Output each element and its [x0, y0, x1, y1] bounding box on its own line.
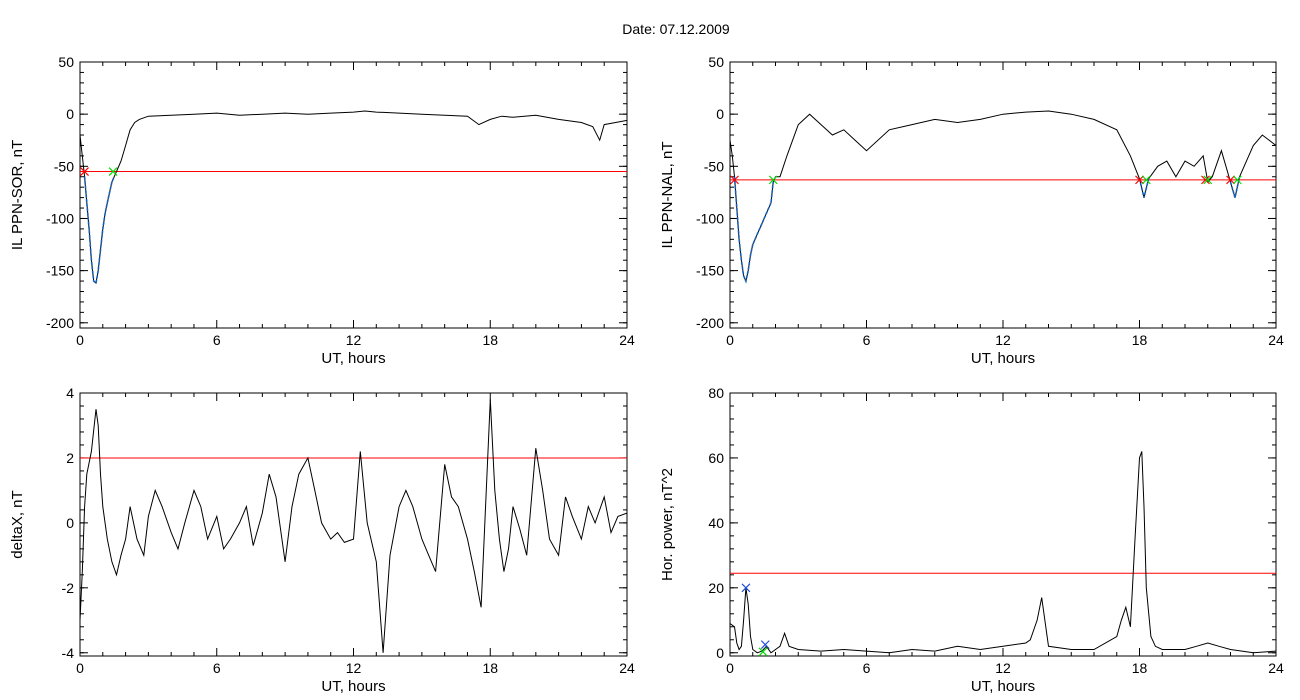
y-tick-label: -4	[62, 645, 75, 661]
x-tick-label: 24	[1268, 660, 1284, 676]
x-tick-label: 24	[619, 660, 635, 676]
x-tick-label: 12	[346, 660, 362, 676]
x-tick-label: 24	[619, 332, 635, 348]
plot-area	[730, 110, 1276, 284]
marker-stroke	[1226, 175, 1235, 185]
crossing-marker	[1135, 175, 1144, 185]
marker-stroke	[730, 175, 739, 185]
crossing-marker	[1203, 175, 1213, 185]
chart-panel-1: 0 6 12 18 24 50 0 -50 -100 -150 -200 UT, hours IL PP…	[9, 54, 635, 367]
x-tick-label: 6	[213, 332, 221, 348]
y-tick-label: -150	[696, 263, 724, 279]
y-tick-label: -100	[696, 210, 724, 226]
marker-stroke	[758, 647, 768, 657]
chart-panel-3: 0 6 12 18 24 4 2 0 -2 -4 UT, hours deltaX, nT	[9, 385, 635, 695]
x-axis-title: UT, hours	[321, 678, 385, 695]
y-tick-label: 0	[716, 106, 724, 122]
y-tick-label: -2	[62, 580, 75, 596]
x-tick-label: 6	[863, 660, 871, 676]
y-tick-label: 0	[716, 645, 724, 661]
y-tick-label: 4	[66, 385, 74, 401]
crossing-marker	[741, 583, 751, 593]
y-axis-title: Hor. power, nT^2	[659, 468, 676, 581]
y-axis-title: deltaX, nT	[9, 490, 26, 558]
marker-stroke	[1201, 175, 1210, 185]
y-tick-label: 0	[66, 106, 74, 122]
crossing-marker	[1141, 175, 1151, 185]
y-tick-label: 50	[708, 54, 724, 70]
marker-stroke	[741, 583, 751, 593]
series-line	[80, 110, 627, 285]
x-tick-label: 6	[213, 660, 221, 676]
x-tick-label: 12	[346, 332, 362, 348]
crossing-marker	[768, 175, 778, 185]
y-tick-label: 0	[66, 515, 74, 531]
crossing-marker	[80, 167, 89, 176]
x-tick-label: 18	[482, 332, 498, 348]
x-tick-label: 0	[726, 332, 734, 348]
plot-frame	[79, 392, 628, 657]
series-line	[730, 451, 1276, 654]
y-tick-label: -100	[46, 210, 74, 226]
plot-frame	[729, 392, 1277, 657]
series-line	[730, 110, 1276, 283]
crossing-marker	[760, 640, 770, 650]
crossing-marker	[758, 647, 768, 657]
y-tick-label: 20	[708, 580, 724, 596]
y-tick-label: 80	[708, 385, 724, 401]
x-tick-label: 0	[76, 332, 84, 348]
y-tick-label: -200	[46, 315, 74, 331]
marker-stroke	[1232, 175, 1242, 185]
y-tick-label: -150	[46, 263, 74, 279]
crossing-marker	[1201, 175, 1210, 185]
marker-stroke	[1135, 175, 1144, 185]
x-tick-label: 18	[1132, 332, 1148, 348]
y-tick-label: -50	[54, 158, 74, 174]
crossing-marker	[108, 167, 118, 176]
y-tick-label: -50	[704, 158, 724, 174]
chart-panel-4: 0 6 12 18 24 80 60 40 20 0 UT, hours Hor. power, nT…	[659, 385, 1284, 695]
x-tick-label: 18	[1132, 660, 1148, 676]
y-tick-label: 60	[708, 450, 724, 466]
highlight-segment	[1229, 176, 1241, 198]
plot-area	[730, 451, 1276, 654]
marker-stroke	[760, 640, 770, 650]
highlight-segment	[1138, 178, 1150, 198]
plot-frame	[729, 61, 1277, 329]
x-axis-title: UT, hours	[321, 350, 385, 367]
crossing-marker	[1226, 175, 1235, 185]
plot-area	[80, 110, 627, 285]
y-tick-label: -200	[696, 315, 724, 331]
marker-stroke	[1203, 175, 1213, 185]
x-tick-label: 24	[1268, 332, 1284, 348]
crossing-marker	[1232, 175, 1242, 185]
y-tick-label: 50	[58, 54, 74, 70]
x-axis-title: UT, hours	[971, 350, 1035, 367]
crossing-marker	[730, 175, 739, 185]
marker-stroke	[80, 167, 89, 176]
y-tick-label: 2	[66, 450, 74, 466]
x-tick-label: 12	[995, 332, 1011, 348]
x-tick-label: 0	[76, 660, 84, 676]
series-line	[80, 399, 627, 653]
chart-panel-2: 0 6 12 18 24 50 0 -50 -100 -150 -200 UT, hours IL PP…	[659, 54, 1284, 367]
figure-title: Date: 07.12.2009	[622, 21, 730, 37]
marker-stroke	[768, 175, 778, 185]
marker-stroke	[108, 167, 118, 176]
x-tick-label: 6	[863, 332, 871, 348]
x-tick-label: 0	[726, 660, 734, 676]
highlight-segment	[733, 176, 774, 284]
x-tick-label: 12	[995, 660, 1011, 676]
plot-area	[80, 399, 627, 653]
y-tick-label: 40	[708, 515, 724, 531]
highlight-segment	[83, 176, 115, 285]
marker-stroke	[1141, 175, 1151, 185]
y-axis-title: IL PPN-SOR, nT	[9, 140, 26, 250]
x-axis-title: UT, hours	[971, 678, 1035, 695]
plot-frame	[79, 61, 628, 329]
x-tick-label: 18	[482, 660, 498, 676]
y-axis-title: IL PPN-NAL, nT	[659, 142, 676, 249]
